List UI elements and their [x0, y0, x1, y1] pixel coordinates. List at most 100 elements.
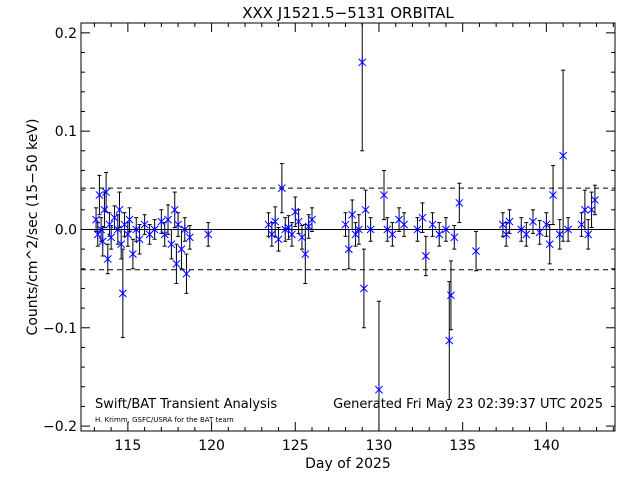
data-point [117, 239, 126, 250]
data-point [140, 219, 149, 230]
data-point [105, 219, 114, 230]
data-point [587, 204, 596, 215]
plot-frame [80, 22, 616, 432]
data-point [287, 229, 296, 240]
data-point [441, 224, 450, 235]
data-point [555, 229, 564, 240]
x-axis-label: Day of 2025 [305, 456, 391, 472]
x-tick-label: 140 [533, 438, 560, 454]
data-point [584, 229, 593, 240]
y-tick-label: 0.1 [55, 124, 77, 140]
data-point [450, 232, 459, 243]
data-point [413, 224, 422, 235]
data-point [545, 239, 554, 250]
data-point [380, 190, 388, 201]
data-point [428, 219, 437, 230]
data-point [590, 194, 599, 205]
data-point [498, 219, 507, 230]
x-tick-label: 125 [282, 438, 309, 454]
data-point [348, 209, 357, 220]
data-point [559, 150, 568, 161]
data-point [298, 232, 306, 243]
data-point [358, 57, 367, 68]
data-point [118, 288, 127, 299]
data-point [361, 204, 370, 215]
data-point [267, 229, 276, 240]
data-point [92, 214, 101, 225]
data-point [435, 229, 444, 240]
data-point [135, 234, 144, 245]
y-tick-label: 0.2 [55, 26, 77, 42]
x-tick-label: 135 [449, 438, 476, 454]
data-point [145, 229, 154, 240]
data-point [164, 214, 173, 225]
data-point [204, 229, 213, 240]
data-point [577, 219, 586, 230]
data-point [97, 224, 106, 235]
data-point [529, 216, 537, 227]
data-point [366, 224, 375, 235]
data-point [400, 219, 409, 230]
data-point [113, 224, 122, 235]
data-point [177, 244, 186, 255]
data-point [359, 283, 368, 294]
data-point [100, 204, 109, 215]
data-point [344, 244, 353, 255]
data-point [395, 214, 404, 225]
data-point [446, 290, 455, 301]
data-point [102, 187, 111, 198]
data-point [128, 249, 137, 260]
data-point [294, 216, 303, 227]
y-tick-label: 0.0 [55, 222, 77, 238]
data-point [174, 219, 183, 230]
data-point [375, 384, 383, 395]
data-point [98, 236, 107, 247]
data-point [549, 190, 558, 201]
data-point [472, 246, 481, 257]
data-point [580, 204, 589, 215]
data-point [274, 234, 283, 245]
data-point [421, 251, 430, 262]
data-point [125, 214, 134, 225]
x-tick-label: 115 [115, 438, 142, 454]
data-point [172, 258, 181, 269]
data-point [115, 204, 124, 215]
y-axis-label: Counts/cm^2/sec (15−50 keV) [25, 119, 41, 336]
data-point [535, 227, 544, 238]
data-point [564, 224, 573, 235]
data-point [160, 229, 169, 240]
data-point [445, 335, 454, 346]
data-point [95, 190, 104, 201]
data-point [388, 229, 397, 240]
chart-title: XXX J1521.5−5131 ORBITAL [242, 4, 454, 22]
data-point [123, 229, 132, 240]
footer-generated-label: Generated Fri May 23 02:39:37 UTC 2025 [333, 397, 603, 412]
data-point [542, 219, 551, 230]
data-point [132, 224, 141, 235]
data-point [93, 229, 102, 240]
data-point [185, 232, 194, 243]
y-tick-label: −0.2 [43, 419, 77, 435]
data-point [354, 224, 363, 235]
data-point [150, 224, 159, 235]
data-point [120, 219, 129, 230]
x-tick-label: 120 [198, 438, 225, 454]
data-point [271, 216, 280, 227]
data-point [341, 219, 350, 230]
data-point [308, 214, 316, 225]
x-tick-label: 130 [366, 438, 393, 454]
data-point [277, 183, 286, 194]
data-point [170, 204, 179, 215]
data-point [103, 253, 112, 264]
y-tick-label: −0.1 [43, 321, 77, 337]
data-points [92, 57, 599, 395]
data-point [502, 229, 511, 240]
footer-left-label: Swift/BAT Transient Analysis [95, 397, 277, 412]
data-point [522, 229, 531, 240]
data-point [167, 239, 176, 250]
axis-ticks: 115 120 125 130 135 140 0.2 0.1 0.0 −0.1 −0.2 [43, 23, 615, 454]
footer-credit: H. Krimm, GSFC/USRA for the BAT team [95, 416, 234, 424]
data-point [455, 197, 464, 208]
data-point [107, 232, 116, 243]
